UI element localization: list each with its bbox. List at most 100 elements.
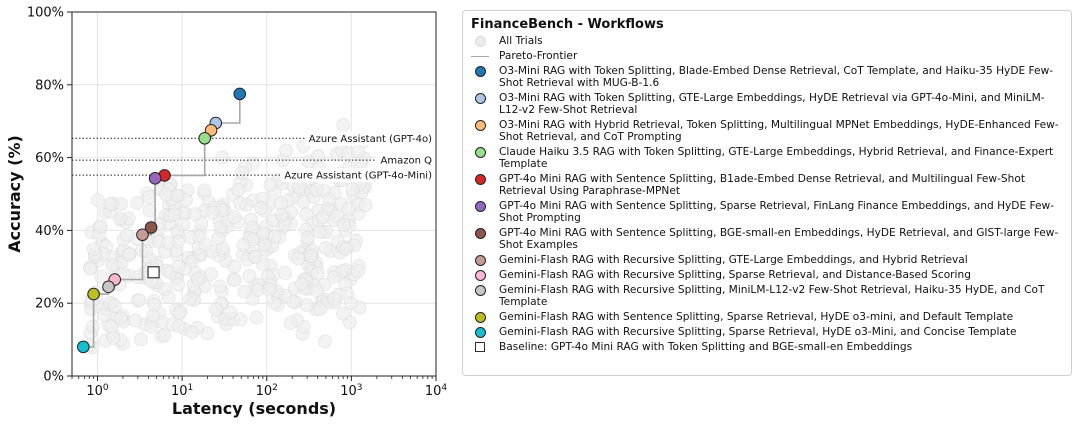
legend-label: GPT-4o Mini RAG with Sentence Splitting,… (499, 200, 1055, 224)
trial-point (267, 229, 282, 244)
pareto-point (144, 221, 158, 234)
legend-label: Pareto-Frontier (499, 50, 578, 62)
trial-point (176, 217, 191, 232)
trial-point (335, 264, 350, 279)
reference-lines: Azure Assistant (GPT-4o) Amazon Q Azure As… (72, 131, 436, 183)
trial-point (300, 298, 314, 313)
legend-label: GPT-4o Mini RAG with Sentence Splitting,… (499, 173, 1025, 197)
trial-point (235, 166, 249, 180)
trial-point (197, 183, 212, 198)
legend-item-series: Gemini-Flash RAG with Recursive Splittin… (471, 326, 1063, 338)
trial-point (171, 319, 186, 334)
trial-point (205, 205, 220, 220)
legend-label: Gemini-Flash RAG with Sentence Splitting… (499, 311, 1014, 323)
trial-point (262, 282, 277, 297)
trial-point (227, 210, 242, 224)
trial-point (130, 196, 145, 210)
trial-point (326, 291, 341, 306)
y-tick-label: 80% (35, 78, 64, 93)
trial-point (146, 308, 160, 323)
color-dot-icon (474, 119, 486, 131)
trial-point (283, 316, 298, 331)
trial-point (171, 259, 186, 274)
legend-item-pareto-frontier: Pareto-Frontier (471, 50, 1063, 62)
trial-point (161, 235, 176, 250)
trial-point (237, 284, 252, 299)
trial-point (304, 249, 319, 263)
trial-point (172, 306, 187, 320)
trial-point (358, 198, 373, 213)
legend-item-series: Gemini-Flash RAG with Recursive Splittin… (471, 254, 1063, 266)
reference-line-label: Azure Assistant (GPT-4o-Mini) (284, 171, 432, 182)
trial-point (91, 193, 105, 208)
trial-point (128, 313, 143, 328)
color-dot-icon (474, 254, 486, 266)
trial-point (309, 283, 324, 298)
legend-item-series: GPT-4o Mini RAG with Sentence Splitting,… (471, 173, 1063, 197)
legend-item-baseline: Baseline: GPT-4o Mini RAG with Token Spl… (471, 341, 1063, 353)
legend-item-series: O3-Mini RAG with Token Splitting, Blade-… (471, 65, 1063, 89)
trial-point (242, 269, 257, 283)
trial-point (120, 228, 134, 243)
legend-label: Gemini-Flash RAG with Recursive Splittin… (499, 269, 971, 281)
color-dot-icon (474, 146, 486, 158)
trial-point (188, 207, 203, 222)
color-dot-icon (474, 227, 486, 239)
trial-point (105, 258, 119, 273)
pareto-point (77, 340, 90, 354)
trial-point (200, 326, 215, 341)
trial-point (211, 231, 226, 246)
trial-point (204, 267, 218, 281)
pareto-point (87, 287, 100, 301)
trial-point (318, 334, 332, 349)
legend-item-series: Gemini-Flash RAG with Sentence Splitting… (471, 311, 1063, 323)
trial-point (336, 118, 351, 132)
trial-point (291, 251, 306, 266)
trial-point (313, 302, 327, 316)
trial-point (97, 308, 111, 322)
trial-point (104, 319, 119, 334)
pareto-point (102, 280, 115, 294)
x-tick-label: 102 (256, 383, 278, 399)
trial-point (103, 197, 118, 212)
trial-point (330, 208, 344, 223)
color-dot-icon (474, 200, 486, 212)
pareto-points (77, 87, 247, 354)
trial-point (122, 247, 136, 262)
trial-point (274, 207, 289, 222)
trial-point (267, 296, 282, 310)
trial-point (107, 298, 122, 313)
trial-point (316, 210, 330, 225)
x-axis-ticks: 100 101 102 103 104 (71, 376, 447, 399)
trial-point (83, 261, 98, 276)
color-dot-icon (474, 173, 486, 185)
trial-point (318, 240, 333, 255)
y-tick-label: 100% (27, 6, 64, 21)
trial-point (130, 270, 145, 285)
faint-dot-icon (474, 35, 486, 47)
trial-point (350, 264, 365, 279)
baseline-point (147, 266, 160, 279)
trial-point (86, 242, 101, 257)
trial-point (142, 190, 156, 204)
trial-point (253, 201, 268, 215)
trial-point (310, 266, 325, 281)
legend-item-series: GPT-4o Mini RAG with Sentence Splitting,… (471, 227, 1063, 251)
legend-label: O3-Mini RAG with Hybrid Retrieval, Token… (499, 119, 1059, 143)
legend-item-series: Claude Haiku 3.5 RAG with Token Splittin… (471, 146, 1063, 170)
trial-point (292, 180, 307, 195)
reference-label-background (376, 153, 436, 168)
line-icon (471, 55, 489, 57)
trial-point (299, 207, 314, 222)
trial-point (233, 312, 248, 327)
color-dot-icon (474, 284, 486, 296)
legend-label: Gemini-Flash RAG with Recursive Splittin… (499, 254, 968, 266)
trial-point (313, 225, 327, 239)
reference-label-background (304, 131, 436, 146)
all-trials-points (82, 118, 373, 355)
square-icon (475, 342, 485, 352)
trial-point (161, 290, 176, 305)
trial-point (213, 279, 228, 294)
reference-line-label: Azure Assistant (GPT-4o) (309, 134, 432, 145)
y-axis-ticks: 0% 20% 40% 60% 80% 100% (27, 6, 72, 385)
